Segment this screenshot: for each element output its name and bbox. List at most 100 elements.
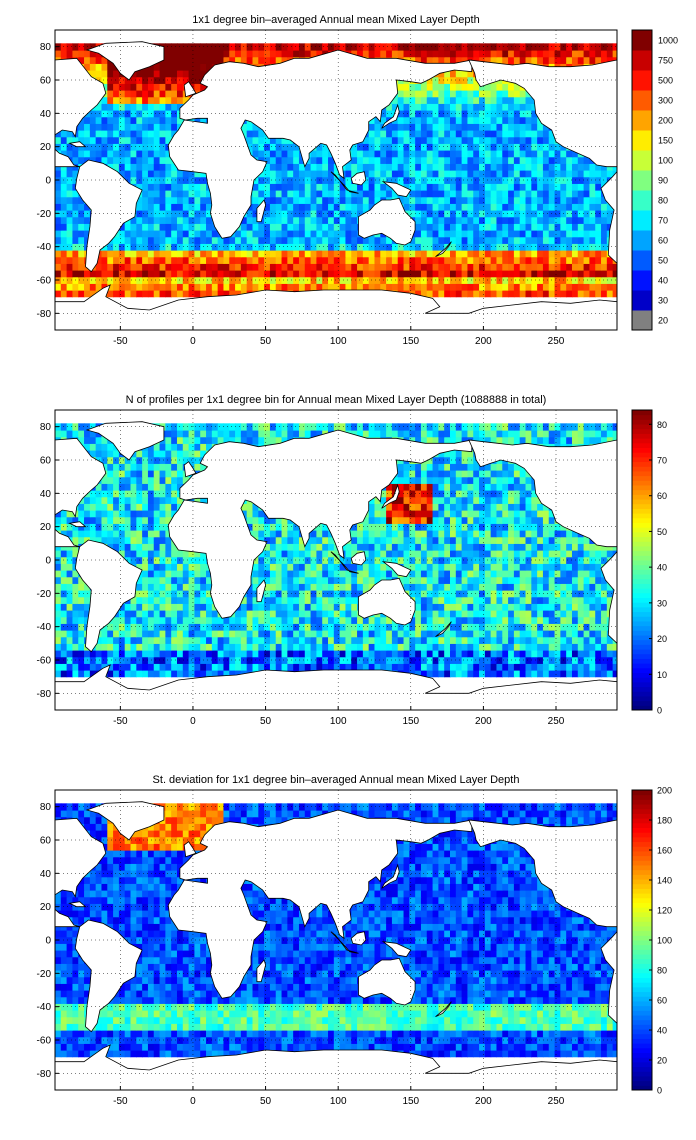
colorbar-tick-label: 140 (657, 876, 672, 886)
lat-tick-label: -60 (37, 656, 52, 667)
colorbar-tick-label: 40 (657, 563, 667, 573)
lon-tick-label: 200 (475, 716, 492, 727)
colorbar-frame (631, 29, 653, 331)
lon-tick-label: 150 (402, 716, 419, 727)
colorbar-tick-label: 80 (658, 196, 668, 206)
lat-tick-label: 40 (40, 869, 52, 880)
colorbar-tick-label: 60 (657, 491, 667, 501)
colorbar-segment (632, 230, 652, 251)
landmass (435, 241, 452, 258)
landmass (435, 621, 452, 638)
lon-tick-label: 0 (190, 716, 196, 727)
landmass (358, 957, 416, 1006)
lat-tick-label: -40 (37, 1002, 52, 1013)
colorbar-tick-label: 100 (657, 936, 672, 946)
colorbar-tick-label: 40 (658, 276, 668, 286)
landmass (68, 901, 87, 908)
colorbar-tick-label: 160 (657, 846, 672, 856)
colorbar-tick-label: 20 (658, 316, 668, 326)
colorbar-segment (632, 170, 652, 191)
lat-tick-label: -20 (37, 209, 52, 220)
lon-tick-label: 250 (548, 716, 565, 727)
colorbar-segment (632, 270, 652, 291)
landmass (74, 159, 143, 273)
colorbar-tick-label: 0 (657, 706, 662, 716)
landmass (350, 551, 367, 566)
landmass (167, 49, 473, 239)
landmass (468, 59, 617, 168)
landmass (55, 437, 107, 548)
grid (55, 790, 617, 1090)
lat-tick-label: 0 (45, 176, 51, 187)
colorbar-tick-label: 10 (657, 670, 667, 680)
colorbar-tick-label: 120 (657, 906, 672, 916)
landmass (183, 841, 197, 858)
lon-tick-label: 50 (260, 336, 272, 347)
colorbar-segment (632, 150, 652, 171)
landmass (381, 561, 412, 578)
colorbar-tick-label: 20 (657, 1056, 667, 1066)
colorbar-segment (632, 310, 652, 331)
landmass (381, 941, 412, 958)
lon-tick-label: 200 (475, 1096, 492, 1107)
colorbar-segment (632, 130, 652, 151)
landmass (55, 57, 107, 168)
lat-tick-label: -60 (37, 1036, 52, 1047)
colorbar-tick-label: 30 (657, 598, 667, 608)
landmass (183, 461, 197, 478)
landmass (68, 521, 87, 528)
colorbar-tick-label: 300 (658, 96, 673, 106)
landmass (55, 664, 617, 710)
colorbar-frame (631, 409, 653, 711)
colorbar-tick-label: 90 (658, 176, 668, 186)
colorbar-tick-label: 750 (658, 56, 673, 66)
landmass (167, 429, 473, 619)
landmass (381, 181, 412, 198)
landmass (74, 919, 143, 1033)
colorbar-tick-label: 60 (657, 996, 667, 1006)
landmass (55, 1044, 617, 1090)
landmass (381, 483, 400, 509)
colorbar-tick-label: 180 (657, 816, 672, 826)
lat-tick-label: 80 (40, 802, 52, 813)
lon-tick-label: 50 (260, 716, 272, 727)
colorbar-tick-label: 200 (658, 116, 673, 126)
lon-tick-label: 100 (330, 1096, 347, 1107)
colorbar-tick-label: 150 (658, 136, 673, 146)
lon-tick-label: 250 (548, 1096, 565, 1107)
landmass (256, 199, 267, 223)
lat-tick-label: -80 (37, 309, 52, 320)
colorbar-tick-label: 100 (658, 156, 673, 166)
landmass (330, 551, 359, 574)
colorbar-tick-label: 500 (658, 76, 673, 86)
colorbar-segment (632, 50, 652, 71)
landmass (330, 931, 359, 954)
landmass (381, 863, 400, 889)
colorbar-segment (632, 250, 652, 271)
lat-tick-label: 60 (40, 76, 52, 87)
lon-tick-label: 150 (402, 336, 419, 347)
colorbar-tick-label: 20 (657, 634, 667, 644)
lat-tick-label: -80 (37, 689, 52, 700)
landmass (74, 539, 143, 653)
lat-tick-label: -40 (37, 242, 52, 253)
lat-tick-label: 40 (40, 109, 52, 120)
lon-tick-label: 100 (330, 336, 347, 347)
lon-tick-label: -50 (113, 336, 128, 347)
colorbar-tick-label: 1000 (658, 36, 678, 46)
colorbar-tick-label: 80 (657, 966, 667, 976)
colorbar-tick-label: 40 (657, 1026, 667, 1036)
lon-tick-label: 0 (190, 336, 196, 347)
colorbar-segment (632, 70, 652, 91)
landmass (183, 81, 197, 98)
lat-tick-label: 20 (40, 142, 52, 153)
colorbar-tick-label: 200 (657, 786, 672, 796)
lat-tick-label: -60 (37, 276, 52, 287)
landmass (256, 579, 267, 603)
lat-tick-label: -20 (37, 589, 52, 600)
lat-tick-label: 40 (40, 489, 52, 500)
colorbar: 0 10 20 30 40 50 60 70 80 (631, 409, 667, 716)
landmass (68, 141, 87, 148)
landmass (85, 421, 165, 461)
